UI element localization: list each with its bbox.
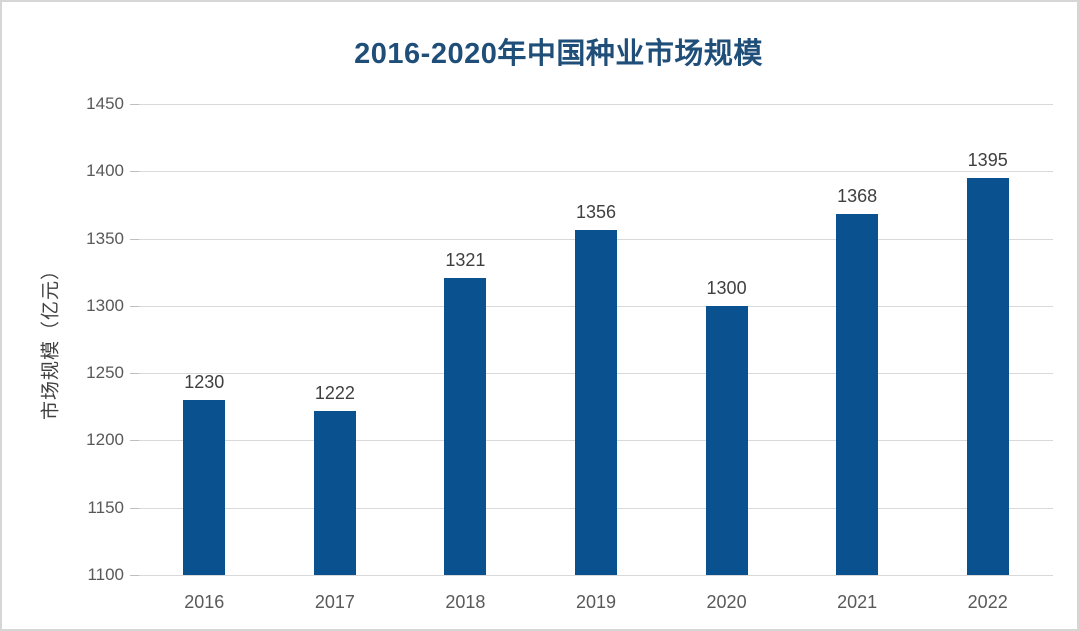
x-axis-tick-label-2022: 2022 [967, 592, 1008, 612]
bar-2016 [183, 400, 226, 575]
y-axis-tick [130, 575, 139, 576]
x-axis-tick-label-2019: 2019 [575, 592, 617, 612]
chart-title: 2016-2020年中国种业市场规模 [354, 38, 763, 70]
y-axis-tick [130, 440, 139, 442]
data-label-2019: 1356 [575, 202, 617, 223]
x-axis-tick-label-2016: 2016 [184, 592, 225, 612]
bar-2017 [313, 410, 356, 575]
x-axis-tick-label-2017: 2017 [314, 592, 355, 612]
y-axis-tick-label: 1200 [86, 430, 124, 450]
data-label-2016: 1230 [184, 372, 225, 393]
x-axis-tick-label-2020: 2020 [706, 592, 747, 612]
gridline [139, 575, 1053, 576]
y-axis-tick-label: 1100 [87, 565, 124, 584]
gridline [139, 171, 1053, 173]
y-axis-tick-label: 1250 [86, 363, 124, 383]
y-axis-tick-label: 1350 [86, 228, 124, 248]
y-axis-tick [130, 171, 139, 173]
data-label-2021: 1368 [837, 186, 878, 207]
y-axis-tick [130, 373, 139, 375]
bar-2020 [705, 305, 748, 575]
y-axis-title: 市场规模（亿元） [40, 259, 62, 421]
data-label-2017: 1222 [314, 382, 355, 403]
y-axis-tick [130, 305, 139, 307]
y-axis-tick [130, 507, 139, 509]
y-axis-tick-label: 1150 [87, 497, 124, 517]
bar-2019 [575, 230, 617, 575]
y-axis-tick-label: 1300 [86, 295, 124, 315]
bar-2021 [836, 214, 879, 575]
y-axis-tick-label: 1400 [86, 161, 124, 181]
bar-2018 [444, 277, 487, 575]
x-axis-tick-label-2021: 2021 [837, 592, 878, 612]
bar-2022 [966, 178, 1009, 575]
y-axis-tick-label: 1450 [86, 94, 124, 113]
y-axis-tick [130, 238, 139, 240]
gridline [139, 104, 1053, 105]
y-axis-tick [130, 104, 139, 105]
x-axis-tick-label-2018: 2018 [445, 592, 486, 612]
data-label-2018: 1321 [445, 249, 486, 270]
data-label-2020: 1300 [706, 277, 747, 298]
data-label-2022: 1395 [967, 150, 1008, 170]
